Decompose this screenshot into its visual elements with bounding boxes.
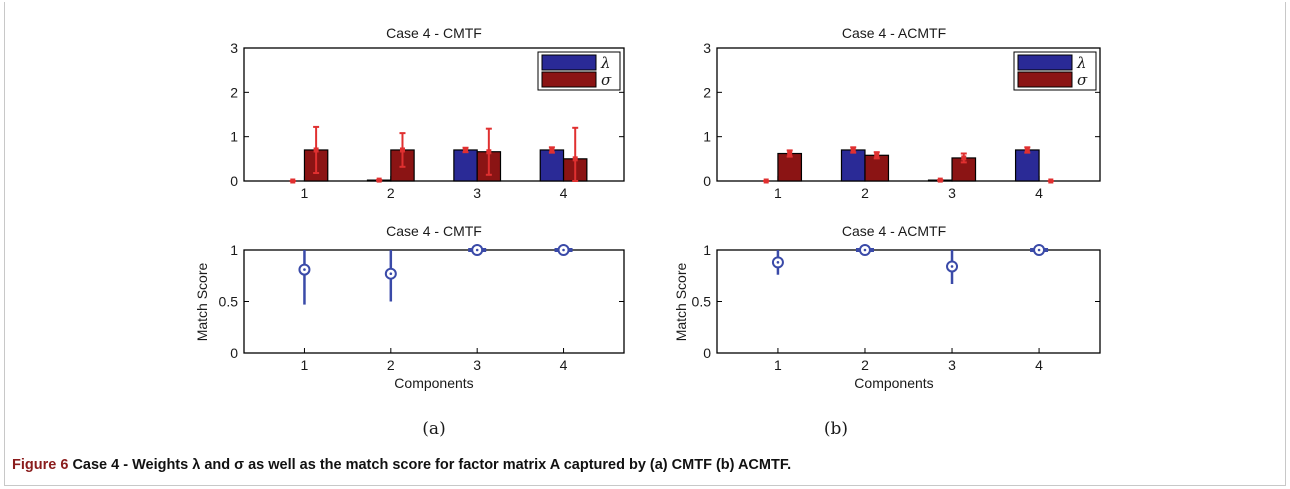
y-axis-label: Match Score <box>673 262 689 341</box>
match-point-center <box>475 248 479 252</box>
subfigure-label: (a) <box>422 419 445 439</box>
y-tick-label: 3 <box>703 40 711 56</box>
y-tick-label: 0 <box>703 345 711 361</box>
x-tick-label: 1 <box>774 185 782 201</box>
x-tick-label: 1 <box>301 185 309 201</box>
match-point-center <box>1037 248 1041 252</box>
figure-frame <box>4 2 1286 486</box>
x-tick-label: 2 <box>387 357 395 373</box>
match-point-center <box>863 248 867 252</box>
error-mean-marker <box>549 147 555 153</box>
legend-swatch <box>1017 71 1073 88</box>
x-tick-label: 2 <box>861 185 869 201</box>
legend-swatch <box>541 71 597 88</box>
y-axis-label: Match Score <box>194 262 210 341</box>
x-tick-label: 4 <box>560 357 568 373</box>
y-tick-label: 2 <box>703 84 711 100</box>
y-tick-label: 1 <box>230 129 238 145</box>
chart-title: Case 4 - CMTF <box>386 223 482 239</box>
y-tick-label: 1 <box>703 242 711 258</box>
error-mean-marker <box>763 178 769 184</box>
legend-label: λ <box>1076 54 1087 72</box>
error-mean-marker <box>313 147 319 153</box>
x-axis-label: Components <box>394 375 473 391</box>
bar-lambda <box>1014 149 1040 182</box>
error-mean-marker <box>463 147 469 153</box>
bar-lambda <box>453 149 478 182</box>
y-tick-label: 1 <box>703 129 711 145</box>
match-score-chart-cmtf: Case 4 - CMTF Components Match Score (a)… <box>194 223 625 439</box>
match-point-center <box>950 265 954 268</box>
bar-sigma <box>777 152 803 182</box>
error-mean-marker <box>1024 147 1030 153</box>
y-tick-label: 3 <box>230 40 238 56</box>
error-mean-marker <box>937 177 943 183</box>
match-point-center <box>389 272 393 275</box>
error-mean-marker <box>290 178 296 184</box>
error-mean-marker <box>961 155 967 161</box>
chart-title: Case 4 - ACMTF <box>842 223 946 239</box>
chart-title: Case 4 - ACMTF <box>842 25 946 41</box>
error-mean-marker <box>1048 178 1054 184</box>
x-tick-label: 3 <box>473 357 481 373</box>
y-tick-label: 0 <box>703 173 711 189</box>
chart-title: Case 4 - CMTF <box>386 25 482 41</box>
legend-swatch <box>1017 54 1073 71</box>
bar-lambda <box>840 149 866 182</box>
axes-box <box>716 47 1101 182</box>
match-score-chart-acmtf: Case 4 - ACMTF Components Match Score (b… <box>673 223 1101 439</box>
x-tick-label: 2 <box>387 185 395 201</box>
legend-label: λ <box>600 54 611 72</box>
legend-label: σ <box>601 71 612 89</box>
y-tick-label: 0 <box>230 173 238 189</box>
x-tick-label: 3 <box>948 357 956 373</box>
x-tick-label: 3 <box>473 185 481 201</box>
legend-label: σ <box>1077 71 1088 89</box>
subfigure-label: (b) <box>824 419 848 439</box>
error-mean-marker <box>486 149 492 155</box>
error-mean-marker <box>787 151 793 157</box>
error-mean-marker <box>572 156 578 162</box>
figure-caption: Figure 6 Case 4 - Weights λ and σ as wel… <box>12 457 1282 473</box>
caption-label: Figure 6 <box>12 457 69 473</box>
x-tick-label: 4 <box>1035 185 1043 201</box>
bar-chart-acmtf: Case 4 - ACMTF 0 1 2 3 1 2 3 4 λσ <box>703 25 1101 201</box>
match-point-center <box>562 248 565 252</box>
error-mean-marker <box>399 147 405 153</box>
axes-box <box>243 47 625 182</box>
match-point-center <box>776 261 780 264</box>
x-tick-label: 1 <box>301 357 309 373</box>
x-tick-label: 3 <box>948 185 956 201</box>
caption-text: Case 4 - Weights λ and σ as well as the … <box>72 457 792 473</box>
y-tick-label: 2 <box>230 84 238 100</box>
error-mean-marker <box>874 152 880 158</box>
bar-chart-cmtf: Case 4 - CMTF 0 1 2 3 1 2 3 4 λσ <box>230 25 625 201</box>
x-tick-label: 4 <box>1035 357 1043 373</box>
y-tick-label: 0 <box>230 345 238 361</box>
match-point-center <box>303 268 306 271</box>
x-tick-label: 1 <box>774 357 782 373</box>
legend-swatch <box>541 54 597 71</box>
x-axis-label: Components <box>854 375 933 391</box>
y-tick-label: 1 <box>230 242 238 258</box>
bar-lambda <box>539 149 565 182</box>
y-tick-label: 0.5 <box>219 294 239 310</box>
y-tick-label: 0.5 <box>692 294 712 310</box>
x-tick-label: 2 <box>861 357 869 373</box>
error-mean-marker <box>376 177 382 183</box>
x-tick-label: 4 <box>560 185 568 201</box>
error-mean-marker <box>850 147 856 153</box>
